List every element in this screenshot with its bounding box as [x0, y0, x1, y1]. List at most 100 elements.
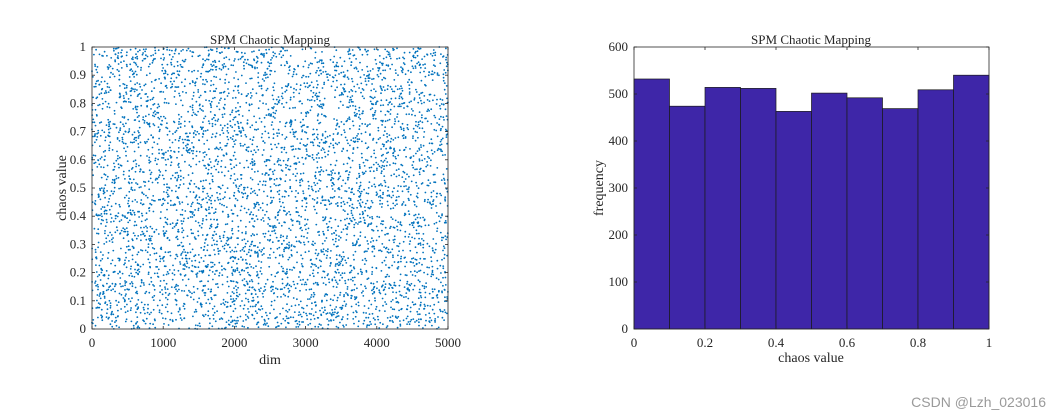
- scatter-point: [245, 267, 248, 269]
- scatter-point: [225, 306, 228, 308]
- scatter-point: [314, 51, 317, 54]
- scatter-point: [406, 127, 409, 129]
- scatter-point: [445, 115, 448, 117]
- scatter-point: [282, 270, 285, 273]
- scatter-point: [369, 133, 371, 136]
- scatter-point: [104, 174, 107, 176]
- scatter-point: [162, 260, 165, 262]
- scatter-point: [102, 151, 105, 153]
- scatter-point: [117, 272, 119, 275]
- scatter-point: [373, 285, 376, 288]
- scatter-point: [267, 325, 270, 328]
- scatter-point: [123, 125, 125, 128]
- scatter-point: [141, 249, 144, 252]
- scatter-point: [423, 303, 426, 306]
- scatter-point: [219, 193, 221, 195]
- scatter-point: [379, 189, 382, 192]
- scatter-point: [187, 47, 190, 50]
- scatter-point: [345, 303, 348, 305]
- scatter-point: [285, 60, 288, 63]
- scatter-point: [231, 272, 234, 275]
- scatter-point: [362, 110, 364, 113]
- scatter-point: [343, 300, 346, 303]
- scatter-point: [407, 190, 410, 193]
- scatter-point: [418, 171, 421, 174]
- scatter-point: [408, 87, 411, 90]
- scatter-point: [250, 211, 253, 214]
- scatter-point: [400, 128, 403, 131]
- scatter-point: [147, 65, 150, 68]
- scatter-point: [420, 318, 422, 321]
- scatter-point: [103, 212, 106, 215]
- scatter-point: [263, 74, 265, 76]
- scatter-point: [110, 71, 112, 74]
- scatter-point: [130, 94, 132, 97]
- scatter-point: [293, 87, 295, 90]
- scatter-point: [146, 218, 148, 221]
- scatter-point: [136, 105, 139, 108]
- scatter-point: [384, 69, 387, 72]
- scatter-point: [322, 219, 325, 222]
- scatter-point: [286, 159, 289, 162]
- scatter-point: [359, 48, 362, 51]
- scatter-point: [240, 93, 243, 96]
- scatter-point: [386, 194, 389, 197]
- scatter-point: [433, 151, 436, 153]
- scatter-point: [401, 204, 403, 206]
- scatter-point: [306, 218, 309, 221]
- scatter-point: [433, 251, 436, 254]
- scatter-point: [204, 83, 206, 86]
- scatter-point: [240, 131, 242, 134]
- scatter-point: [276, 135, 279, 137]
- scatter-point: [257, 107, 260, 110]
- scatter-point: [198, 322, 201, 325]
- scatter-point: [214, 66, 217, 68]
- scatter-point: [264, 74, 267, 76]
- scatter-point: [388, 287, 390, 290]
- scatter-point: [363, 219, 366, 222]
- scatter-point: [411, 164, 414, 167]
- scatter-point: [374, 185, 377, 188]
- scatter-point: [125, 227, 128, 230]
- scatter-point: [252, 225, 254, 227]
- scatter-point: [325, 299, 328, 302]
- scatter-point: [332, 285, 335, 288]
- scatter-point: [181, 222, 183, 225]
- scatter-point: [375, 161, 378, 164]
- scatter-point: [110, 221, 112, 223]
- scatter-point: [310, 296, 312, 298]
- scatter-point: [213, 263, 216, 266]
- scatter-point: [431, 288, 434, 290]
- scatter-point: [293, 267, 296, 269]
- scatter-point: [273, 299, 276, 302]
- scatter-point: [335, 237, 337, 240]
- scatter-point: [324, 217, 327, 220]
- scatter-point: [133, 119, 136, 121]
- scatter-point: [151, 61, 154, 64]
- scatter-point: [363, 206, 366, 209]
- scatter-point: [304, 251, 307, 254]
- scatter-point: [442, 267, 445, 270]
- scatter-point: [218, 261, 221, 264]
- scatter-point: [319, 187, 321, 190]
- scatter-point: [256, 271, 258, 273]
- scatter-point: [234, 269, 237, 272]
- scatter-point: [334, 142, 337, 145]
- scatter-point: [349, 166, 352, 169]
- scatter-point: [383, 130, 386, 133]
- scatter-point: [275, 146, 278, 149]
- scatter-point: [354, 136, 357, 139]
- scatter-point: [358, 185, 361, 188]
- scatter-point: [186, 135, 189, 138]
- scatter-point: [125, 91, 127, 94]
- scatter-point: [244, 245, 247, 248]
- scatter-point: [173, 96, 176, 98]
- scatter-point: [142, 48, 145, 51]
- scatter-point: [402, 249, 404, 252]
- scatter-point: [118, 220, 121, 223]
- scatter-point: [290, 218, 293, 221]
- scatter-point: [407, 210, 410, 213]
- scatter-point: [219, 78, 222, 81]
- scatter-point: [388, 266, 391, 269]
- scatter-point: [120, 164, 123, 167]
